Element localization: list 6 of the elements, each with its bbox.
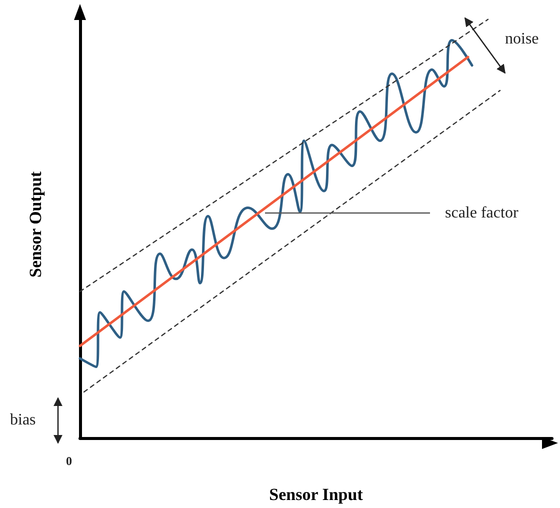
y-axis-title: Sensor Output	[26, 171, 45, 278]
annotation: scale factor	[445, 204, 519, 222]
text: bias	[10, 412, 36, 428]
text: 0	[66, 454, 72, 468]
x-axis-title: Sensor Input	[269, 485, 364, 504]
annotation: noise	[505, 30, 539, 48]
